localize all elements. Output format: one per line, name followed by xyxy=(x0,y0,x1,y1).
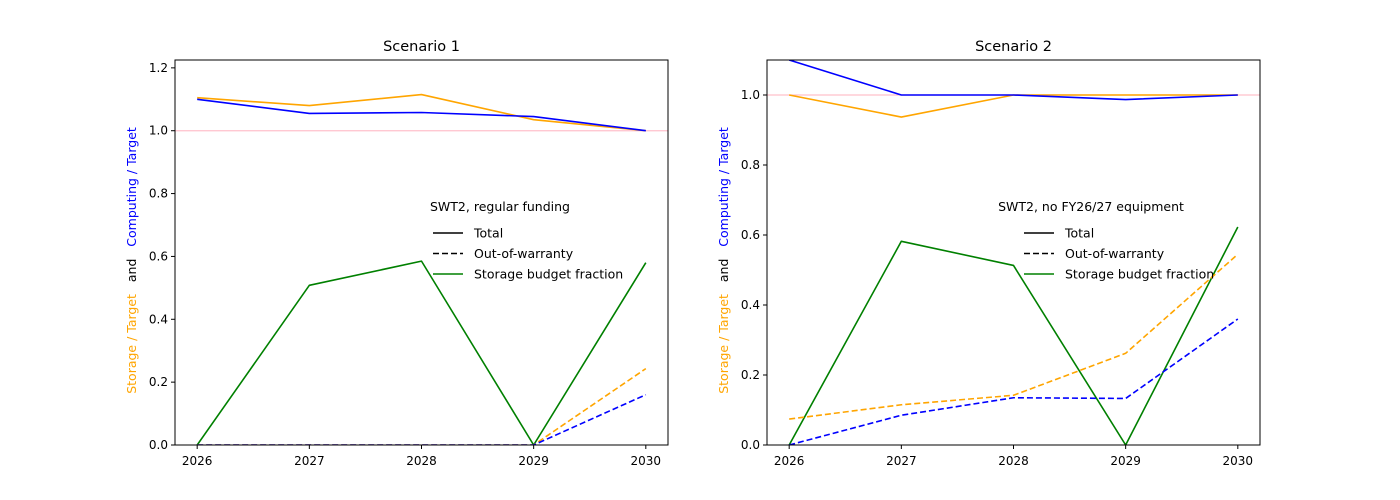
plot-area xyxy=(788,60,1239,445)
legend: SWT2, no FY26/27 equipment Total Out-of-wa… xyxy=(998,199,1214,282)
y-tick-label: 0.2 xyxy=(741,368,760,382)
series-line-1 xyxy=(197,93,646,132)
y-tick-label: 0.4 xyxy=(741,298,760,312)
legend-label: Total xyxy=(1064,226,1094,241)
series-line-5 xyxy=(197,393,647,445)
y-tick-label: 0.0 xyxy=(149,438,168,452)
y-axis-label-part: and xyxy=(124,259,139,294)
legend-title: SWT2, no FY26/27 equipment xyxy=(998,199,1184,214)
y-axis-label: Storage / Target and Computing / Target xyxy=(716,127,731,394)
legend-title: SWT2, regular funding xyxy=(430,199,570,214)
chart-title: Scenario 1 xyxy=(383,39,460,55)
series-line-3 xyxy=(788,226,1239,445)
x-tick-label: 2027 xyxy=(294,454,325,468)
y-tick-label: 1.0 xyxy=(149,124,168,138)
chart-title: Scenario 2 xyxy=(975,39,1052,55)
series-line-4 xyxy=(197,367,647,445)
y-axis-label-part: Storage / Target xyxy=(716,294,731,394)
legend-label: Out-of-warranty xyxy=(474,246,574,261)
legend-label: Total xyxy=(473,226,503,241)
x-tick-label: 2029 xyxy=(518,454,549,468)
legend-label: Out-of-warranty xyxy=(1065,246,1165,261)
x-tick-label: 2028 xyxy=(998,454,1029,468)
legend-label: Storage budget fraction xyxy=(474,267,623,282)
x-tick-label: 2026 xyxy=(182,454,213,468)
y-axis-label: Storage / Target and Computing / Target xyxy=(124,127,139,394)
series-line-2 xyxy=(788,60,1238,101)
y-tick-label: 0.8 xyxy=(741,158,760,172)
legend: SWT2, regular funding Total Out-of-warrant… xyxy=(430,199,623,282)
y-tick-label: 0.6 xyxy=(741,228,760,242)
y-tick-label: 0.2 xyxy=(149,375,168,389)
y-tick-label: 0.8 xyxy=(149,187,168,201)
plot-area xyxy=(196,93,647,445)
x-tick-label: 2029 xyxy=(1110,454,1141,468)
x-tick-label: 2030 xyxy=(631,454,662,468)
y-axis-label-part: Computing / Target xyxy=(124,127,139,258)
y-axis-label-part: Storage / Target xyxy=(124,294,139,394)
y-axis-label-part: Computing / Target xyxy=(716,127,731,258)
series-line-3 xyxy=(196,260,647,445)
y-tick-label: 0.4 xyxy=(149,312,168,326)
series-line-5 xyxy=(788,318,1239,445)
chart-1: 2026 2027 2028 2029 2030 0.0 0.2 0.4 0.6 0.8 1.0 1.… xyxy=(124,39,669,468)
x-tick-label: 2026 xyxy=(774,454,805,468)
x-tick-label: 2030 xyxy=(1223,454,1254,468)
y-tick-label: 1.0 xyxy=(741,88,760,102)
legend-label: Storage budget fraction xyxy=(1065,267,1214,282)
axes-frame xyxy=(174,59,669,446)
y-tick-label: 1.2 xyxy=(149,61,168,75)
axes-frame xyxy=(766,59,1261,446)
x-tick-label: 2027 xyxy=(886,454,917,468)
y-axis-label-part: and xyxy=(716,259,731,294)
x-tick-label: 2028 xyxy=(406,454,437,468)
chart-2: 2026 2027 2028 2029 2030 0.0 0.2 0.4 0.6 0.8 1.0 Sc… xyxy=(716,39,1261,468)
series-line-2 xyxy=(197,98,646,132)
y-tick-label: 0.0 xyxy=(741,438,760,452)
series-line-4 xyxy=(789,253,1239,420)
y-tick-label: 0.6 xyxy=(149,249,168,263)
